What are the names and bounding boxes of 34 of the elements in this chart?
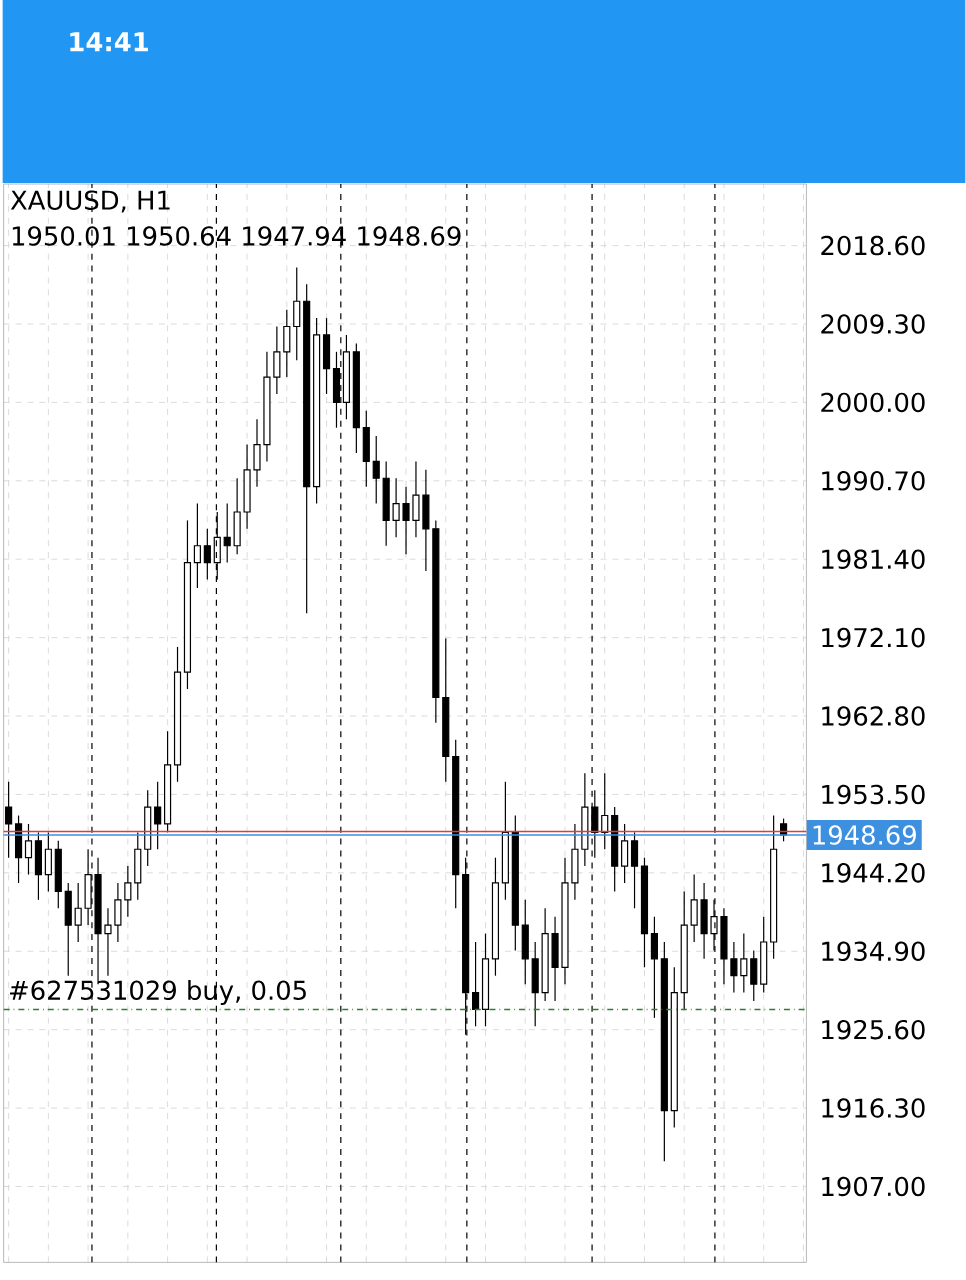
y-tick-label: 1953.50 <box>822 784 925 805</box>
candlestick <box>740 932 748 994</box>
candlestick <box>74 882 82 943</box>
y-tick-label: 2000.00 <box>821 392 925 413</box>
chart-title: XAUUSD, H1 <box>11 190 170 213</box>
y-tick-label: 1990.70 <box>822 471 925 491</box>
y-tick-label: 1925.60 <box>822 1019 925 1040</box>
candlestick <box>25 823 33 876</box>
ref-line-label: #627531029 buy, 0.05 <box>10 980 307 1006</box>
y-tick-label: 1944.20 <box>822 863 925 883</box>
y-tick-label: 1934.90 <box>822 941 925 962</box>
text: 1950.01 1950.64 1947.94 1948.69 <box>13 226 461 246</box>
y-tick-label: 1972.10 <box>822 627 925 648</box>
candlestick <box>472 941 480 1027</box>
candlestick <box>194 502 202 589</box>
text: 14:41 <box>70 32 149 52</box>
y-tick-label: 2009.30 <box>821 314 925 334</box>
y-tick-label: 1916.30 <box>822 1098 925 1118</box>
candlestick <box>124 865 132 918</box>
candlestick <box>601 772 609 850</box>
ref-line-label: 1948.69 <box>813 825 917 845</box>
candlestick <box>223 502 231 564</box>
candlestick <box>203 528 212 581</box>
candlestick <box>730 941 738 994</box>
y-tick-label: 1981.40 <box>822 549 925 570</box>
y-tick-label: 2018.60 <box>821 235 925 256</box>
y-tick-label: 1962.80 <box>822 706 925 726</box>
candlestick <box>392 477 400 538</box>
candlestick <box>372 435 381 505</box>
y-tick-label: 1907.00 <box>822 1176 925 1197</box>
candlestick <box>154 781 162 850</box>
candlestick <box>104 907 112 977</box>
candlestick <box>402 486 410 555</box>
candlestick <box>5 781 13 859</box>
